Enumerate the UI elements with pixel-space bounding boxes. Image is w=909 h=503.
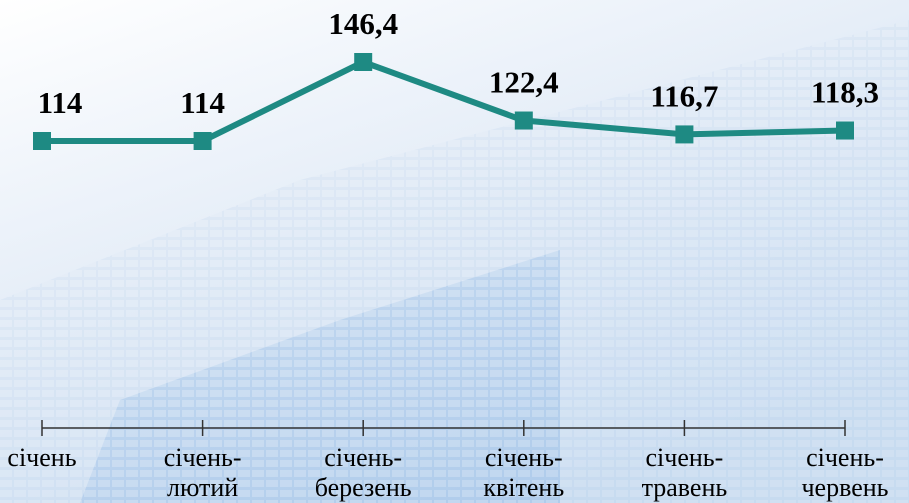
x-tick-label-line: квітень: [483, 473, 564, 502]
x-tick-label-line: травень: [642, 473, 728, 502]
x-tick-label: січень-червень: [801, 443, 888, 502]
data-label: 146,4: [328, 6, 398, 41]
x-tick-label: січень-травень: [642, 443, 728, 502]
x-tick-label-line: березень: [315, 473, 412, 502]
marker: [354, 53, 373, 71]
x-tick-label-line: січень-: [164, 443, 242, 472]
data-label: 114: [180, 85, 225, 120]
x-tick-label: січень: [7, 443, 76, 472]
x-tick-label-line: січень-: [324, 443, 402, 472]
x-tick-label-line: січень-: [645, 443, 723, 472]
data-label: 118,3: [811, 75, 879, 110]
line: [42, 59, 846, 144]
marker: [675, 125, 694, 144]
x-tick-label-line: січень: [7, 443, 76, 472]
marker: [193, 132, 212, 150]
x-tick-label: січень-лютий: [164, 443, 242, 502]
x-tick-label: січень-квітень: [483, 443, 564, 502]
x-tick-label-line: лютий: [167, 473, 238, 502]
marker: [836, 121, 854, 140]
x-tick-label-line: січень-: [806, 443, 884, 472]
data-label: 114: [38, 85, 83, 120]
data-label: 116,7: [650, 78, 718, 113]
data-label: 122,4: [489, 65, 559, 100]
x-tick-label-line: червень: [801, 473, 888, 502]
plot-area: січень січень-лютийсічень-березеньсічень-…: [7, 6, 888, 502]
marker: [514, 111, 533, 130]
x-tick-label: січень-березень: [315, 443, 412, 502]
marker: [33, 132, 51, 150]
x-tick-label-line: січень-: [485, 443, 563, 472]
